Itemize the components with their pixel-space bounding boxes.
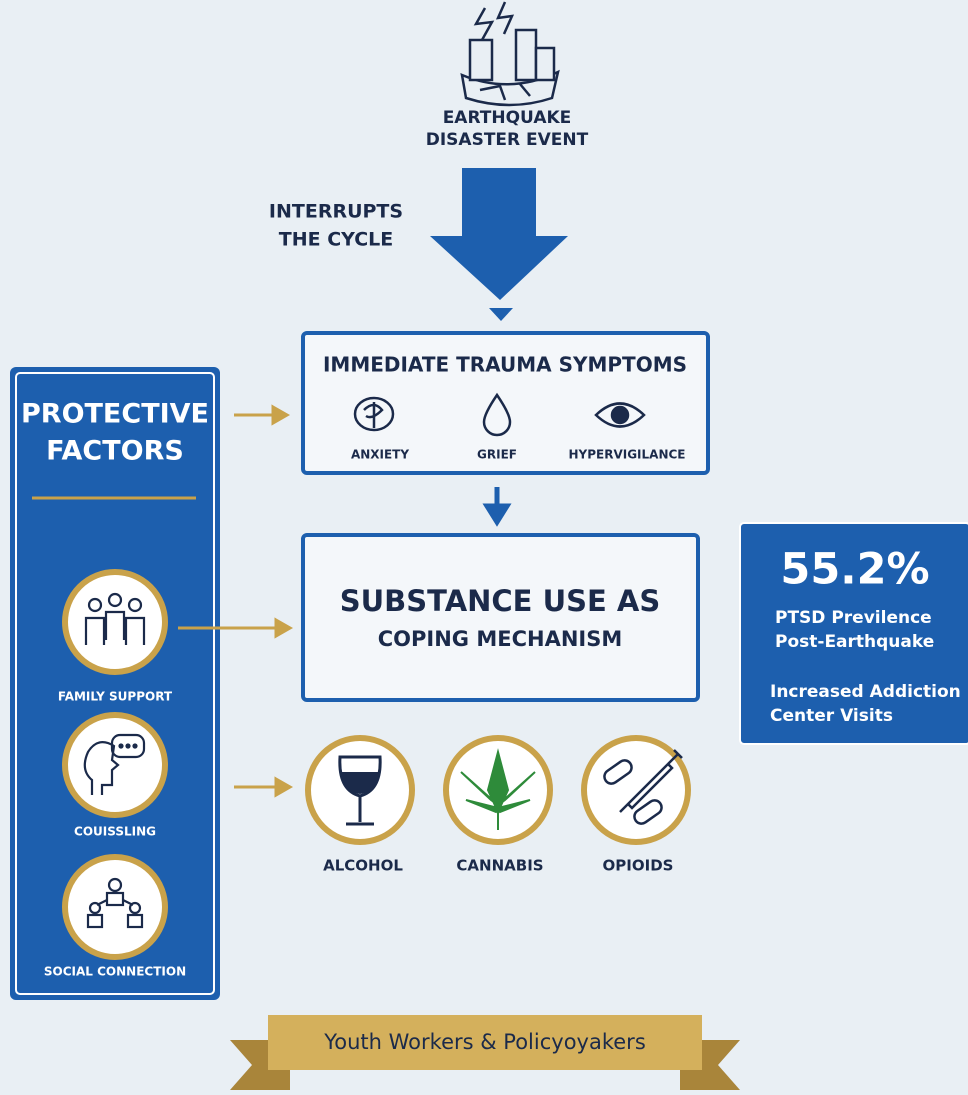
icon-part [120,745,123,748]
item-circle [65,715,165,815]
stat-line: Post-Earthquake [775,632,934,652]
protective-title: PROTECTIVE [21,399,209,430]
icon-part [536,48,554,80]
icon-part [127,745,130,748]
stat-line: Center Visits [770,706,893,726]
event-line: EARTHQUAKE [443,108,572,128]
icon-part [516,30,536,80]
item-circle [65,572,165,672]
item-label: COUISSLING [74,825,156,839]
symptom-label: ANXIETY [351,448,409,462]
item-label: SOCIAL CONNECTION [44,965,186,979]
event-line: DISASTER EVENT [426,130,589,150]
substance-circle [584,738,688,842]
stat-line: PTSD Previlence [775,608,932,628]
interrupts-line: THE CYCLE [279,229,394,251]
substance-label: OPIOIDS [603,857,674,875]
substance-label: ALCOHOL [323,857,403,875]
item-circle [65,857,165,957]
symptom-label: GRIEF [477,448,517,462]
icon-part [612,407,628,423]
icon-part [134,745,137,748]
page: EARTHQUAKE DISASTER EVENT INTERRUPTS THE… [0,0,968,1095]
trauma-title: IMMEDIATE TRAUMA SYMPTOMS [323,353,687,377]
symptom-label: HYPERVIGILANCE [568,448,685,462]
interrupts-line: INTERRUPTS [269,201,403,223]
item-label: FAMILY SUPPORT [58,690,173,704]
stat-line: Increased Addiction [770,682,961,702]
diagram: EARTHQUAKE DISASTER EVENT INTERRUPTS THE… [0,0,968,1095]
coping-line: COPING MECHANISM [378,627,622,651]
protective-title: FACTORS [46,436,184,467]
banner-text: Youth Workers & Policyoyakers [323,1030,646,1054]
icon-part [470,40,492,80]
coping-line: SUBSTANCE USE AS [340,584,661,618]
stat-value: 55.2% [780,545,929,595]
substance-label: CANNABIS [456,857,543,875]
